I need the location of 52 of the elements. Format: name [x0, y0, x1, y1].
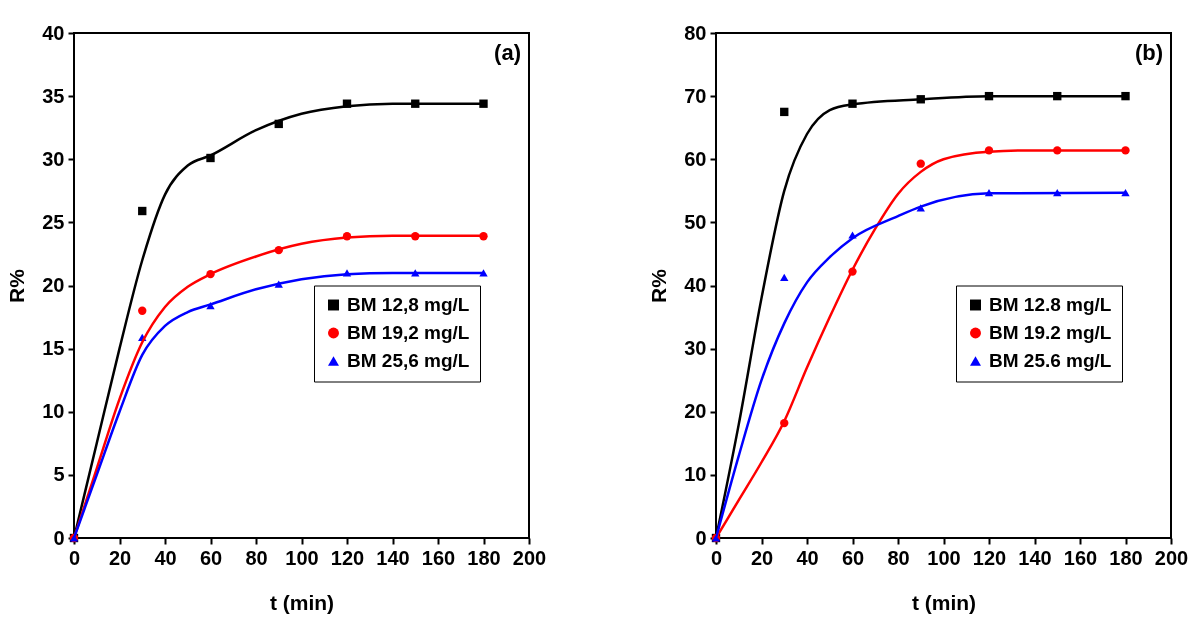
y-tick-label: 40	[684, 274, 707, 296]
x-tick-label: 20	[750, 546, 774, 569]
x-tick-label: 140	[376, 546, 410, 569]
x-tick-label: 60	[841, 546, 865, 569]
y-axis-title: R%	[5, 268, 29, 303]
y-tick-label: 20	[684, 400, 707, 423]
x-tick-label: 0	[710, 546, 723, 569]
x-tick-label: 160	[421, 546, 456, 569]
y-tick-label: 60	[684, 147, 707, 170]
annotation: (a)	[494, 40, 521, 65]
x-tick-label: 120	[972, 546, 1007, 569]
x-tick-label: 200	[1154, 546, 1189, 569]
x-tick-label: 40	[154, 546, 177, 569]
y-tick-label: 0	[695, 526, 707, 549]
x-tick-label: 180	[1109, 546, 1143, 569]
x-axis-title: t (min)	[911, 590, 977, 614]
y-axis-title: R%	[647, 268, 671, 303]
y-tick-label: 0	[53, 526, 65, 549]
legend-label: BM 12,8 mg/L	[347, 294, 470, 315]
x-tick-label: 120	[330, 546, 365, 569]
y-tick-label: 10	[42, 400, 65, 423]
x-tick-label: 140	[1018, 546, 1052, 569]
y-tick-label: 25	[42, 210, 65, 233]
x-tick-label: 20	[108, 546, 132, 569]
y-tick-label: 10	[684, 463, 707, 486]
x-tick-label: 180	[467, 546, 501, 569]
x-tick-label: 200	[512, 546, 547, 569]
legend-label: BM 12.8 mg/L	[989, 294, 1112, 315]
legend-label: BM 19.2 mg/L	[989, 322, 1112, 343]
x-tick-label: 100	[927, 546, 961, 569]
x-tick-label: 80	[887, 546, 910, 569]
x-tick-label: 60	[199, 546, 223, 569]
y-tick-label: 80	[684, 21, 707, 44]
y-tick-label: 30	[42, 147, 65, 170]
x-tick-label: 160	[1063, 546, 1098, 569]
x-tick-label: 80	[245, 546, 268, 569]
legend-label: BM 25,6 mg/L	[347, 350, 470, 371]
legend-label: BM 25.6 mg/L	[989, 350, 1112, 371]
y-tick-label: 5	[53, 463, 65, 486]
x-tick-label: 0	[68, 546, 81, 569]
annotation: (b)	[1134, 40, 1163, 65]
x-tick-label: 100	[285, 546, 319, 569]
x-tick-label: 40	[796, 546, 819, 569]
legend-label: BM 19,2 mg/L	[347, 322, 470, 343]
y-tick-label: 20	[42, 274, 65, 296]
y-tick-label: 40	[42, 21, 65, 44]
y-tick-label: 70	[684, 84, 707, 107]
y-tick-label: 35	[42, 84, 65, 107]
y-tick-label: 50	[684, 210, 707, 233]
y-tick-label: 30	[684, 337, 707, 360]
y-tick-label: 15	[42, 337, 65, 360]
x-axis-title: t (min)	[269, 590, 335, 614]
